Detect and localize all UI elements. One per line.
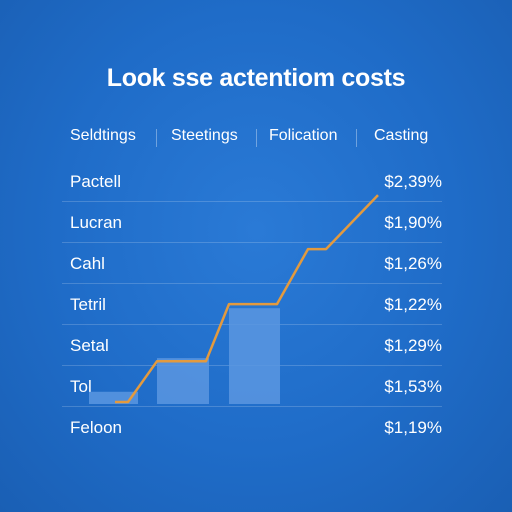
row-label: Pactell — [70, 172, 122, 191]
row-value: $2,39% — [384, 172, 442, 191]
row-label: Tol — [70, 377, 92, 396]
table-row: Tetril $1,22% — [70, 295, 442, 335]
column-header-4: Casting — [374, 127, 429, 144]
table-header: Seldtings Steetings Folication Casting — [0, 127, 512, 149]
column-divider — [156, 129, 157, 147]
chart-title: Look sse actentiom costs — [106, 64, 406, 92]
table-row: Feloon $1,19% — [70, 418, 442, 458]
row-divider — [62, 324, 442, 325]
table-row: Cahl $1,26% — [70, 254, 442, 294]
row-value: $1,53% — [384, 377, 442, 396]
table-row: Tol $1,53% — [70, 377, 442, 417]
row-value: $1,22% — [384, 295, 442, 314]
row-value: $1,90% — [384, 213, 442, 232]
row-divider — [62, 201, 442, 202]
row-label: Lucran — [70, 213, 122, 232]
row-divider — [62, 242, 442, 243]
column-header-1: Seldtings — [70, 127, 136, 144]
row-divider — [62, 365, 442, 366]
column-header-3: Folication — [269, 127, 338, 144]
table-row: Setal $1,29% — [70, 336, 442, 376]
column-divider — [256, 129, 257, 147]
row-label: Feloon — [70, 418, 122, 437]
table-row: Lucran $1,90% — [70, 213, 442, 253]
row-label: Tetril — [70, 295, 106, 314]
table-row: Pactell $2,39% — [70, 172, 442, 212]
row-label: Setal — [70, 336, 109, 355]
row-value: $1,19% — [384, 418, 442, 437]
row-label: Cahl — [70, 254, 105, 273]
row-value: $1,29% — [384, 336, 442, 355]
row-divider — [62, 283, 442, 284]
row-value: $1,26% — [384, 254, 442, 273]
row-divider — [62, 406, 442, 407]
column-header-2: Steetings — [171, 127, 238, 144]
column-divider — [356, 129, 357, 147]
